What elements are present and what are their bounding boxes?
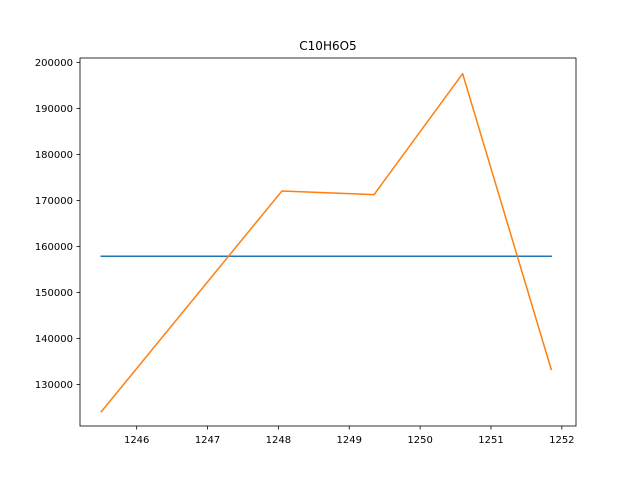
x-tick-label: 1251 (478, 435, 503, 446)
x-tick-label: 1248 (266, 435, 291, 446)
series-2-line (100, 72, 553, 413)
y-tick-label: 190000 (35, 104, 73, 115)
y-axis: 130000 140000 150000 160000 170000 180000 1900… (35, 58, 80, 391)
y-tick-label: 130000 (35, 380, 73, 391)
y-tick-label: 150000 (35, 288, 73, 299)
y-tick-label: 200000 (35, 58, 73, 69)
series-layer (100, 72, 553, 413)
y-tick-label: 140000 (35, 334, 73, 345)
x-axis: 1246 1247 1248 1249 1250 1251 1252 (124, 426, 575, 446)
x-tick-label: 1249 (337, 435, 362, 446)
y-tick-label: 160000 (35, 242, 73, 253)
y-tick-label: 170000 (35, 196, 73, 207)
y-tick-label: 180000 (35, 150, 73, 161)
x-tick-label: 1252 (549, 435, 574, 446)
x-tick-label: 1250 (407, 435, 432, 446)
x-tick-label: 1247 (195, 435, 220, 446)
plot-frame (79, 57, 577, 427)
chart-title: C10H6O5 (299, 39, 356, 53)
x-tick-label: 1246 (124, 435, 149, 446)
